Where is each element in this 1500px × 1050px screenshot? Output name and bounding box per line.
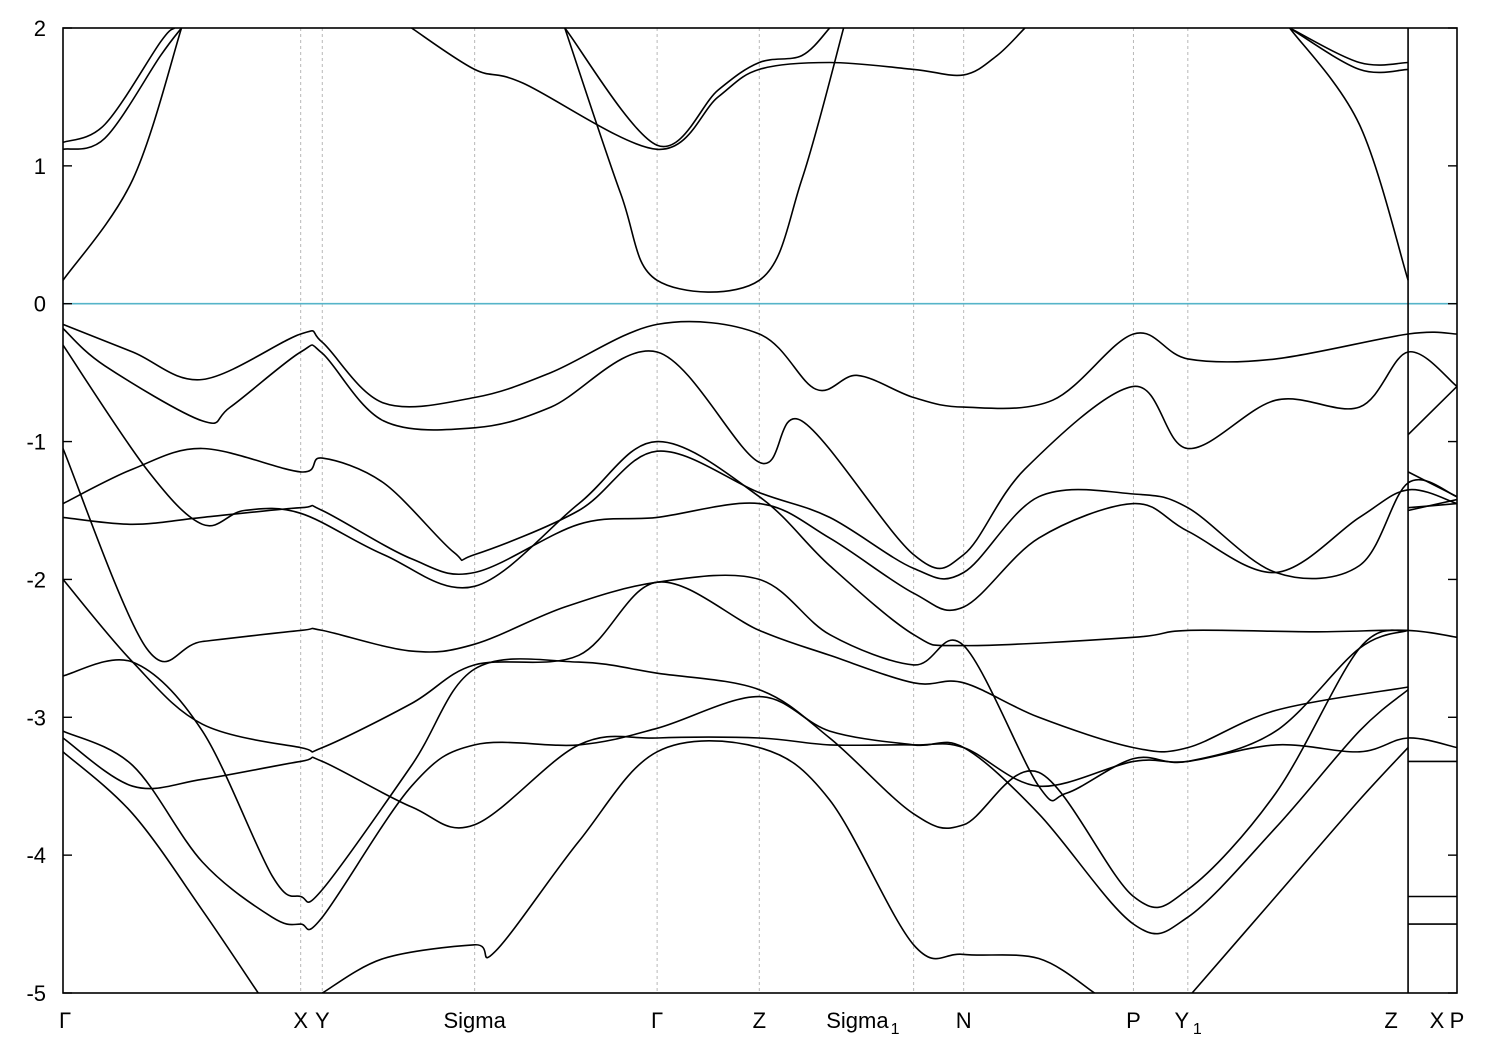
y-tick-label: -2 <box>26 567 46 592</box>
band-line-11 <box>321 740 1096 993</box>
x-tick-subscript: 1 <box>1193 1021 1202 1038</box>
plot-frame <box>62 27 1458 994</box>
band-line-6 <box>63 578 1409 753</box>
band-line-13 <box>63 28 183 281</box>
band-line-3 <box>63 448 1409 802</box>
x-tick-label: P <box>1126 1008 1141 1033</box>
x-tick-label: Z <box>1384 1008 1397 1033</box>
band-line-25 <box>1408 502 1457 509</box>
band-line-23 <box>1407 471 1457 498</box>
y-tick-label: 2 <box>34 16 46 41</box>
band-line-21 <box>1289 28 1409 74</box>
y-axis: 2 1 0 -1 -2 -3 -4 -5 <box>26 16 1457 1006</box>
x-tick-label: Sigma <box>826 1008 889 1033</box>
x-tick-label: Sigma <box>443 1008 506 1033</box>
band-line-10 <box>63 751 259 993</box>
band-line-2 <box>63 344 1457 647</box>
x-tick-label: Γ <box>59 1008 71 1033</box>
x-tick-subscript: 1 <box>891 1021 900 1038</box>
high-symmetry-guide-lines <box>300 28 1189 993</box>
x-tick-label: Γ <box>651 1008 663 1033</box>
band-line-17 <box>564 28 831 148</box>
y-tick-label: 0 <box>34 292 46 317</box>
y-tick-label: -3 <box>26 705 46 730</box>
y-tick-label: 1 <box>34 154 46 179</box>
x-tick-label: X <box>1430 1008 1445 1033</box>
y-tick-label: -4 <box>26 843 46 868</box>
band-line-0 <box>63 320 1457 410</box>
x-tick-label: X <box>293 1008 308 1033</box>
band-line-4 <box>63 447 1457 580</box>
y-tick-label: -1 <box>26 430 46 455</box>
band-line-12 <box>1191 747 1409 993</box>
band-line-16 <box>411 28 1026 151</box>
band-line-20 <box>1289 28 1409 66</box>
band-line-1 <box>63 327 1457 570</box>
band-line-9 <box>63 735 1457 829</box>
band-line-15 <box>63 28 176 144</box>
x-tick-label: Y <box>315 1008 330 1033</box>
y-tick-label: -5 <box>26 981 46 1006</box>
band-lines <box>63 28 1457 993</box>
x-tick-label: N <box>956 1008 972 1033</box>
band-line-22 <box>1407 385 1457 436</box>
band-line-8 <box>63 689 1409 935</box>
band-line-18 <box>564 28 845 293</box>
x-axis: Γ X Y Sigma Γ Z Sigma 1 N P Y 1 Z X P <box>59 1008 1464 1038</box>
x-tick-label: Y <box>1174 1008 1189 1033</box>
band-line-7 <box>63 629 1409 909</box>
band-line-5 <box>63 488 1457 612</box>
band-line-14 <box>63 28 183 151</box>
x-tick-label: Z <box>753 1008 766 1033</box>
band-line-19 <box>1289 28 1409 281</box>
x-tick-label: P <box>1450 1008 1465 1033</box>
